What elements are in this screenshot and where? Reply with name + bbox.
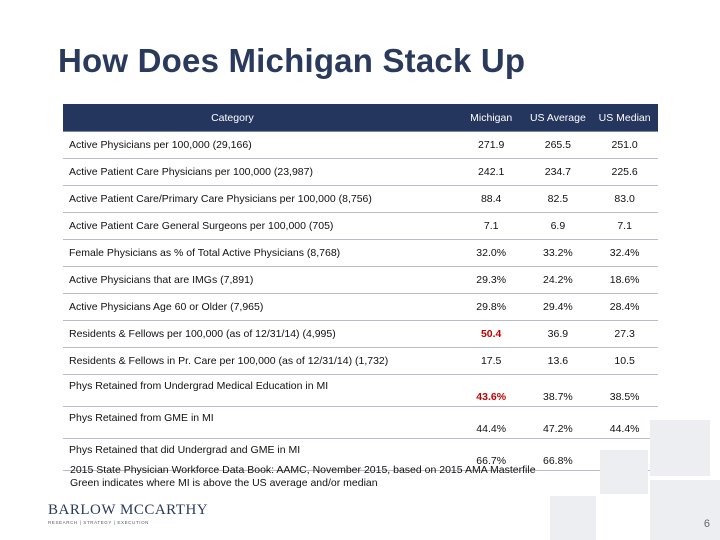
row-us-median-value: 10.5 <box>591 347 658 375</box>
table-row: Active Patient Care Physicians per 100,0… <box>63 158 658 186</box>
row-category: Active Physicians Age 60 or Older (7,965… <box>63 293 458 321</box>
decor-square <box>550 496 596 540</box>
row-us-median-value: 32.4% <box>591 239 658 267</box>
slide-title: How Does Michigan Stack Up <box>58 42 526 79</box>
row-us-average-value: 33.2% <box>524 239 592 267</box>
row-category: Phys Retained from GME in MI <box>63 406 458 439</box>
row-michigan-value: 271.9 <box>457 131 525 159</box>
logo-wordmark: BARLOW MCCARTHY <box>48 502 208 519</box>
footnote-legend: Green indicates where MI is above the US… <box>70 477 378 489</box>
table-row: Residents & Fellows per 100,000 (as of 1… <box>63 320 658 348</box>
table-body: Active Physicians per 100,000 (29,166) 27… <box>63 131 658 471</box>
logo-name-right: MCCARTHY <box>120 502 209 518</box>
table-row: Active Patient Care/Primary Care Physici… <box>63 185 658 213</box>
header-category: Category <box>63 104 458 132</box>
decor-square <box>600 450 648 494</box>
row-us-average-value: 265.5 <box>524 131 592 159</box>
row-us-median-value: 225.6 <box>591 158 658 186</box>
logo-name-left: BARLOW <box>48 502 116 518</box>
row-michigan-value: 43.6% <box>457 374 525 407</box>
row-michigan-value: 242.1 <box>457 158 525 186</box>
row-us-average-value: 13.6 <box>524 347 592 375</box>
table-row: Active Patient Care General Surgeons per… <box>63 212 658 240</box>
row-us-average-value: 66.8% <box>524 438 592 471</box>
row-us-median-value: 251.0 <box>591 131 658 159</box>
decor-square <box>650 420 710 476</box>
row-category: Female Physicians as % of Total Active P… <box>63 239 458 267</box>
row-category: Active Physicians per 100,000 (29,166) <box>63 131 458 159</box>
row-us-median-value: 27.3 <box>591 320 658 348</box>
company-logo: BARLOW MCCARTHY RESEARCH | STRATEGY | EX… <box>48 502 208 525</box>
row-michigan-value: 29.3% <box>457 266 525 294</box>
row-michigan-value: 66.7% <box>457 438 525 471</box>
row-category: Residents & Fellows in Pr. Care per 100,… <box>63 347 458 375</box>
row-michigan-value: 50.4 <box>457 320 525 348</box>
page-number: 6 <box>703 518 710 530</box>
row-us-median-value: 7.1 <box>591 212 658 240</box>
row-michigan-value: 17.5 <box>457 347 525 375</box>
row-us-average-value: 234.7 <box>524 158 592 186</box>
table-row: Phys Retained that did Undergrad and GME… <box>63 438 658 471</box>
decor-square <box>650 480 720 540</box>
table-row: Phys Retained from Undergrad Medical Edu… <box>63 374 658 407</box>
row-us-average-value: 36.9 <box>524 320 592 348</box>
table-header-row: Category Michigan US Average US Median <box>63 104 658 132</box>
row-category: Active Patient Care/Primary Care Physici… <box>63 185 458 213</box>
row-us-median-value: 18.6% <box>591 266 658 294</box>
row-us-median-value: 38.5% <box>591 374 658 407</box>
header-us-average: US Average <box>524 104 592 132</box>
row-us-median-value: 83.0 <box>591 185 658 213</box>
row-us-average-value: 6.9 <box>524 212 592 240</box>
header-michigan: Michigan <box>457 104 525 132</box>
row-category: Active Physicians that are IMGs (7,891) <box>63 266 458 294</box>
row-us-median-value: 28.4% <box>591 293 658 321</box>
table-row: Female Physicians as % of Total Active P… <box>63 239 658 267</box>
row-us-average-value: 82.5 <box>524 185 592 213</box>
row-us-average-value: 29.4% <box>524 293 592 321</box>
footnote-source: 2015 State Physician Workforce Data Book… <box>70 464 536 476</box>
comparison-table: Category Michigan US Average US Median A… <box>63 104 658 471</box>
row-us-median-value: 44.4% <box>591 406 658 439</box>
row-us-average-value: 38.7% <box>524 374 592 407</box>
row-category: Phys Retained from Undergrad Medical Edu… <box>63 374 458 407</box>
logo-tagline: RESEARCH | STRATEGY | EXECUTION <box>48 520 150 525</box>
row-category: Active Patient Care Physicians per 100,0… <box>63 158 458 186</box>
comparison-table-container: Category Michigan US Average US Median A… <box>63 104 658 471</box>
row-michigan-value: 29.8% <box>457 293 525 321</box>
row-michigan-value: 44.4% <box>457 406 525 439</box>
table-row: Residents & Fellows in Pr. Care per 100,… <box>63 347 658 375</box>
row-michigan-value: 32.0% <box>457 239 525 267</box>
row-category: Residents & Fellows per 100,000 (as of 1… <box>63 320 458 348</box>
footnote: 2015 State Physician Workforce Data Book… <box>70 464 536 490</box>
table-row: Active Physicians per 100,000 (29,166) 27… <box>63 131 658 159</box>
table-row: Active Physicians that are IMGs (7,891) 2… <box>63 266 658 294</box>
header-us-median: US Median <box>591 104 658 132</box>
row-category: Active Patient Care General Surgeons per… <box>63 212 458 240</box>
row-us-average-value: 24.2% <box>524 266 592 294</box>
row-us-average-value: 47.2% <box>524 406 592 439</box>
table-row: Phys Retained from GME in MI 44.4% 47.2% 44… <box>63 406 658 439</box>
row-michigan-value: 88.4 <box>457 185 525 213</box>
decorative-squares <box>490 420 720 540</box>
row-michigan-value: 7.1 <box>457 212 525 240</box>
row-category: Phys Retained that did Undergrad and GME… <box>63 438 458 471</box>
table-row: Active Physicians Age 60 or Older (7,965… <box>63 293 658 321</box>
